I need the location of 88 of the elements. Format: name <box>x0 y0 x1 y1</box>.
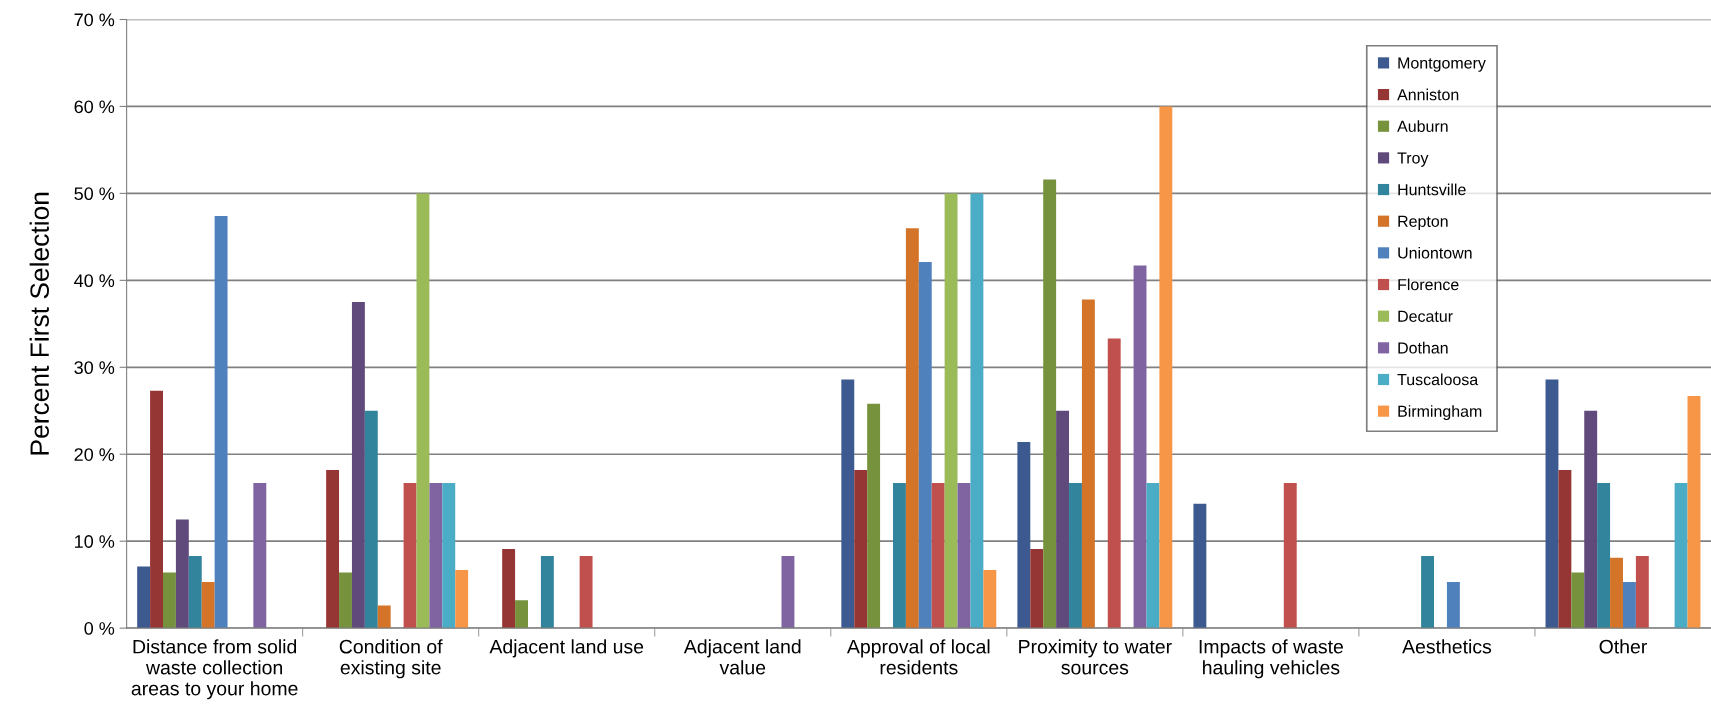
bar <box>1193 503 1207 629</box>
bar <box>502 549 516 629</box>
bar <box>854 469 868 629</box>
bar <box>515 600 528 629</box>
y-tick-label: 10 % <box>75 535 115 548</box>
y-tick-label: 40 % <box>74 274 115 288</box>
bar <box>905 228 919 629</box>
bar <box>1159 106 1173 629</box>
bar <box>1056 410 1070 629</box>
y-tick-label: 30 % <box>74 361 115 375</box>
bar <box>175 519 189 629</box>
bar <box>931 482 945 629</box>
bar <box>1133 265 1147 629</box>
bar <box>957 482 971 629</box>
bar <box>442 482 456 629</box>
bar <box>137 566 151 629</box>
bar <box>1030 549 1044 629</box>
legend-label: Montgomery <box>1398 57 1486 72</box>
bar <box>1043 179 1057 629</box>
bar <box>351 302 365 629</box>
bar <box>1081 299 1095 629</box>
bar <box>188 555 202 629</box>
bar <box>1107 338 1121 629</box>
y-tick-label: 50 % <box>74 187 115 201</box>
legend-label: Florence <box>1398 278 1459 291</box>
bar <box>1635 555 1649 629</box>
bar <box>416 193 430 629</box>
bar <box>429 482 443 629</box>
bar <box>403 482 417 629</box>
x-tick-label: Impacts of waste hauling vehicles <box>1199 639 1343 679</box>
bar <box>1283 482 1297 629</box>
bar <box>377 605 391 629</box>
bar <box>253 482 267 629</box>
bar <box>983 569 997 629</box>
bar <box>455 569 469 629</box>
x-tick-label: Aesthetics <box>1402 639 1492 654</box>
x-tick-label: Distance from solid waste collection areas to your home <box>131 639 298 700</box>
y-tick-label: 60 % <box>74 100 115 114</box>
bar <box>867 403 881 629</box>
legend-label: Anniston <box>1397 88 1459 101</box>
bar <box>892 482 906 629</box>
bar <box>944 193 958 629</box>
bar <box>214 216 228 629</box>
legend-label: Dothan <box>1398 341 1448 354</box>
bar <box>1584 410 1598 629</box>
x-tick-label: Other <box>1599 639 1647 654</box>
x-tick-label: Condition of existing site <box>339 639 443 679</box>
bar <box>579 555 593 629</box>
x-tick-label: Proximity to water sources <box>1019 639 1172 675</box>
legend-label: Birmingham <box>1398 405 1482 421</box>
legend-label: Uniontown <box>1398 246 1472 259</box>
bar <box>918 262 932 629</box>
bar <box>1146 482 1160 629</box>
legend-label: Huntsville <box>1398 183 1466 196</box>
legend-label: Troy <box>1397 152 1429 167</box>
bar <box>1069 482 1082 629</box>
bar <box>1017 442 1031 629</box>
y-axis-title: Percent First Selection <box>29 192 49 455</box>
bar <box>540 555 554 629</box>
legend-label: Repton <box>1398 215 1448 231</box>
bar <box>339 572 352 629</box>
x-tick-label: Approval of local residents <box>846 639 990 675</box>
bar <box>781 555 795 629</box>
bar <box>1571 572 1585 629</box>
bar <box>163 572 176 629</box>
x-tick-label: Adjacent land value <box>683 639 801 675</box>
bar <box>1622 582 1636 629</box>
bar <box>1674 482 1688 629</box>
bar <box>1446 582 1460 629</box>
bar <box>1610 557 1623 629</box>
y-tick-label: 20 % <box>74 448 115 461</box>
x-tick-label: Adjacent land use <box>489 639 644 658</box>
legend-label: Auburn <box>1397 120 1448 132</box>
y-tick-label: 70 % <box>74 13 115 27</box>
legend-label: Decatur <box>1398 310 1453 322</box>
bar <box>150 390 163 629</box>
bar <box>1597 482 1611 629</box>
y-tick-label: 0 % <box>84 622 115 635</box>
bar <box>364 410 378 629</box>
bar <box>1558 469 1572 629</box>
bar <box>841 379 855 629</box>
bar <box>970 193 984 629</box>
bar <box>326 469 340 629</box>
bar <box>1687 395 1701 629</box>
bar <box>1545 379 1559 629</box>
legend-label: Tuscaloosa <box>1397 373 1479 386</box>
bar <box>1421 555 1435 629</box>
bar <box>201 582 215 629</box>
